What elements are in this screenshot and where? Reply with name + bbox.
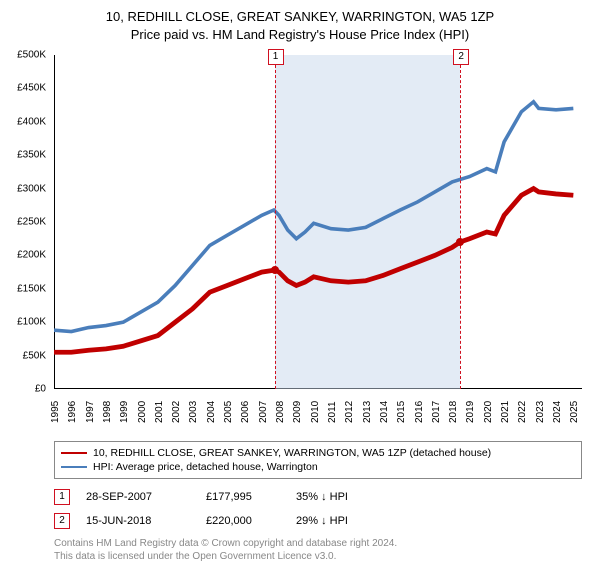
footer-line: Contains HM Land Registry data © Crown c… bbox=[54, 537, 582, 550]
title-line-2: Price paid vs. HM Land Registry's House … bbox=[10, 26, 590, 44]
transaction-vline bbox=[275, 55, 276, 389]
transaction-dot bbox=[456, 238, 464, 246]
x-tick-label: 1998 bbox=[102, 401, 113, 423]
y-tick-label: £100K bbox=[17, 317, 46, 328]
transaction-index: 2 bbox=[54, 513, 70, 529]
x-tick-label: 2012 bbox=[344, 401, 355, 423]
x-tick-label: 2023 bbox=[535, 401, 546, 423]
x-tick-label: 2016 bbox=[414, 401, 425, 423]
x-tick-label: 2017 bbox=[431, 401, 442, 423]
x-tick-label: 2022 bbox=[517, 401, 528, 423]
y-tick-label: £250K bbox=[17, 217, 46, 228]
x-tick-label: 2011 bbox=[327, 402, 338, 424]
transaction-price: £177,995 bbox=[206, 491, 296, 503]
title-line-1: 10, REDHILL CLOSE, GREAT SANKEY, WARRING… bbox=[10, 8, 590, 26]
chart: £0£50K£100K£150K£200K£250K£300K£350K£400… bbox=[54, 47, 582, 437]
x-tick-label: 2008 bbox=[275, 401, 286, 423]
x-tick-label: 2020 bbox=[483, 401, 494, 423]
x-tick-label: 1997 bbox=[85, 401, 96, 423]
legend-row: 10, REDHILL CLOSE, GREAT SANKEY, WARRING… bbox=[61, 446, 575, 460]
y-tick-label: £350K bbox=[17, 150, 46, 161]
x-tick-label: 2015 bbox=[396, 401, 407, 423]
x-tick-label: 2001 bbox=[154, 401, 165, 423]
x-tick-label: 1996 bbox=[67, 401, 78, 423]
y-tick-label: £300K bbox=[17, 183, 46, 194]
plot-area: 12 bbox=[54, 55, 582, 389]
legend-label: HPI: Average price, detached house, Warr… bbox=[93, 461, 318, 473]
transaction-table: 1 28-SEP-2007£177,99535% ↓ HPI 2 15-JUN-201… bbox=[54, 485, 582, 533]
transaction-row: 1 28-SEP-2007£177,99535% ↓ HPI bbox=[54, 485, 582, 509]
x-tick-label: 1995 bbox=[50, 401, 61, 423]
y-tick-label: £400K bbox=[17, 116, 46, 127]
series-line bbox=[54, 189, 573, 353]
y-tick-label: £450K bbox=[17, 83, 46, 94]
series-line bbox=[54, 102, 573, 332]
x-tick-label: 2003 bbox=[188, 401, 199, 423]
y-tick-label: £500K bbox=[17, 50, 46, 61]
x-tick-label: 2013 bbox=[362, 401, 373, 423]
x-tick-label: 2005 bbox=[223, 401, 234, 423]
y-tick-label: £150K bbox=[17, 283, 46, 294]
x-tick-label: 2000 bbox=[137, 401, 148, 423]
x-tick-label: 2009 bbox=[292, 401, 303, 423]
chart-svg bbox=[54, 55, 582, 389]
x-tick-label: 2014 bbox=[379, 401, 390, 423]
x-tick-label: 2025 bbox=[569, 401, 580, 423]
transaction-date: 15-JUN-2018 bbox=[86, 515, 206, 527]
transaction-price: £220,000 bbox=[206, 515, 296, 527]
legend-swatch bbox=[61, 466, 87, 468]
transaction-vline bbox=[460, 55, 461, 389]
legend: 10, REDHILL CLOSE, GREAT SANKEY, WARRING… bbox=[54, 441, 582, 479]
transaction-index: 1 bbox=[54, 489, 70, 505]
x-tick-label: 2024 bbox=[552, 401, 563, 423]
transaction-marker: 1 bbox=[268, 49, 284, 65]
x-tick-label: 2002 bbox=[171, 401, 182, 423]
legend-label: 10, REDHILL CLOSE, GREAT SANKEY, WARRING… bbox=[93, 447, 491, 459]
transaction-marker: 2 bbox=[453, 49, 469, 65]
x-tick-label: 1999 bbox=[119, 401, 130, 423]
x-axis: 1995199619971998199920002001200220032004… bbox=[54, 389, 582, 437]
transaction-dot bbox=[271, 266, 279, 274]
y-tick-label: £50K bbox=[23, 350, 46, 361]
legend-swatch bbox=[61, 452, 87, 454]
legend-row: HPI: Average price, detached house, Warr… bbox=[61, 460, 575, 474]
chart-title: 10, REDHILL CLOSE, GREAT SANKEY, WARRING… bbox=[10, 8, 590, 43]
transaction-row: 2 15-JUN-2018£220,00029% ↓ HPI bbox=[54, 509, 582, 533]
y-tick-label: £200K bbox=[17, 250, 46, 261]
transaction-date: 28-SEP-2007 bbox=[86, 491, 206, 503]
x-tick-label: 2007 bbox=[258, 401, 269, 423]
footer-line: This data is licensed under the Open Gov… bbox=[54, 550, 582, 563]
footer: Contains HM Land Registry data © Crown c… bbox=[54, 537, 582, 563]
y-tick-label: £0 bbox=[35, 384, 46, 395]
x-tick-label: 2018 bbox=[448, 401, 459, 423]
transaction-pct: 35% ↓ HPI bbox=[296, 491, 406, 503]
x-tick-label: 2004 bbox=[206, 401, 217, 423]
y-axis: £0£50K£100K£150K£200K£250K£300K£350K£400… bbox=[10, 55, 50, 389]
x-tick-label: 2019 bbox=[465, 401, 476, 423]
transaction-pct: 29% ↓ HPI bbox=[296, 515, 406, 527]
x-tick-label: 2010 bbox=[310, 401, 321, 423]
x-tick-label: 2006 bbox=[240, 401, 251, 423]
x-tick-label: 2021 bbox=[500, 401, 511, 423]
